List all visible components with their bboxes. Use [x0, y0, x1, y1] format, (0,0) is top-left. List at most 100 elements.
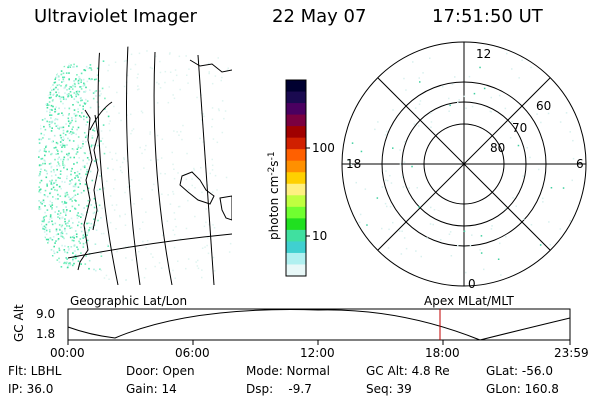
speckle	[562, 187, 565, 189]
speckle	[138, 88, 140, 90]
speckle	[46, 92, 48, 94]
speckle	[115, 204, 118, 206]
speckle	[180, 130, 182, 133]
speckle	[218, 109, 220, 112]
speckle	[91, 137, 94, 139]
speckle	[152, 256, 154, 258]
speckle	[50, 166, 53, 169]
speckle	[79, 77, 82, 80]
speckle	[74, 230, 77, 232]
speckle	[77, 248, 79, 251]
speckle	[129, 185, 131, 187]
speckle	[403, 77, 405, 80]
speckle	[38, 164, 41, 166]
speckle	[58, 128, 60, 130]
speckle	[124, 213, 126, 216]
speckle	[45, 103, 47, 106]
lat-label-60: 60	[536, 99, 551, 113]
speckle	[111, 204, 114, 206]
speckle	[177, 260, 179, 262]
speckle	[86, 80, 89, 83]
speckle	[82, 140, 84, 143]
speckle	[40, 179, 43, 182]
speckle	[103, 152, 106, 155]
speckle	[548, 221, 550, 223]
speckle	[49, 86, 52, 88]
speckle	[66, 177, 68, 180]
speckle	[93, 143, 96, 146]
speckle	[46, 103, 49, 105]
speckle	[72, 140, 75, 142]
speckle	[174, 218, 176, 220]
speckle	[50, 175, 53, 177]
speckle	[50, 249, 53, 251]
speckle	[400, 253, 403, 255]
speckle	[77, 144, 79, 147]
speckle	[49, 138, 51, 140]
speckle	[57, 233, 60, 235]
speckle	[50, 162, 52, 165]
speckle	[385, 170, 387, 172]
speckle	[38, 156, 40, 158]
speckle	[74, 207, 76, 210]
speckle	[82, 242, 85, 245]
speckle	[50, 130, 53, 132]
speckle	[43, 216, 46, 218]
polar-plot	[341, 41, 587, 287]
speckle	[82, 108, 84, 110]
speckle	[80, 226, 82, 229]
speckle	[56, 251, 59, 254]
speckle	[72, 259, 74, 262]
speckle	[430, 121, 433, 123]
speckle	[65, 84, 68, 86]
speckle	[52, 196, 54, 198]
speckle	[86, 239, 89, 242]
speckle	[56, 84, 59, 87]
speckle	[50, 170, 53, 173]
speckle	[65, 232, 68, 235]
speckle	[80, 263, 82, 265]
speckle	[130, 113, 132, 116]
speckle	[40, 268, 43, 271]
speckle	[82, 85, 84, 87]
speckle	[74, 85, 77, 88]
speckle	[350, 163, 352, 166]
speckle	[85, 141, 87, 143]
speckle	[49, 200, 52, 203]
colorbar-swatch	[286, 160, 306, 173]
speckle	[66, 144, 68, 146]
speckle	[572, 157, 575, 160]
speckle	[75, 182, 77, 185]
speckle	[57, 213, 59, 215]
speckle	[81, 112, 83, 114]
speckle	[76, 174, 79, 177]
speckle	[202, 141, 204, 143]
speckle	[55, 73, 58, 76]
speckle	[76, 74, 78, 76]
speckle	[77, 176, 79, 178]
speckle	[386, 130, 388, 133]
speckle	[73, 163, 75, 165]
speckle	[145, 211, 147, 213]
speckle	[214, 75, 217, 77]
speckle	[80, 252, 82, 254]
speckle	[60, 100, 62, 103]
speckle	[67, 222, 69, 224]
speckle	[99, 90, 101, 92]
speckle	[53, 245, 55, 248]
speckle	[217, 57, 219, 59]
speckle	[59, 212, 62, 214]
speckle	[51, 74, 53, 76]
speckle	[44, 236, 46, 239]
speckle	[77, 126, 80, 129]
speckle	[65, 98, 67, 101]
speckle	[51, 269, 54, 272]
speckle	[145, 144, 147, 147]
speckle	[80, 216, 82, 218]
speckle	[52, 99, 54, 101]
speckle	[70, 94, 72, 97]
speckle	[57, 238, 60, 240]
speckle	[87, 187, 90, 190]
speckle	[559, 121, 562, 123]
speckle	[83, 166, 86, 169]
